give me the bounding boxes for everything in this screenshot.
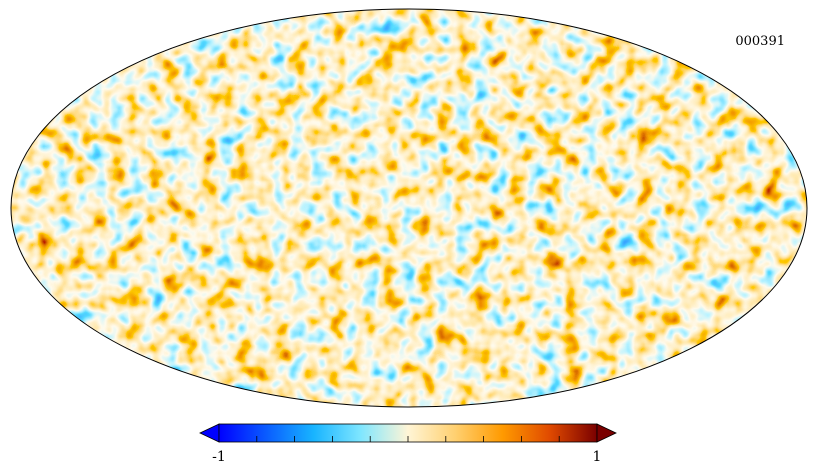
colorbar: -1 1 — [199, 423, 617, 465]
sky-field — [11, 9, 807, 407]
map-id-label: 000391 — [735, 34, 785, 49]
colorbar-ticks — [256, 436, 560, 442]
colorbar-max-extension — [596, 423, 617, 443]
map-outline — [10, 8, 808, 408]
mollweide-map — [11, 9, 807, 407]
colorbar-max-label: 1 — [593, 449, 602, 465]
colorbar-min-label: -1 — [212, 449, 226, 465]
colorbar-min-extension — [199, 423, 220, 443]
